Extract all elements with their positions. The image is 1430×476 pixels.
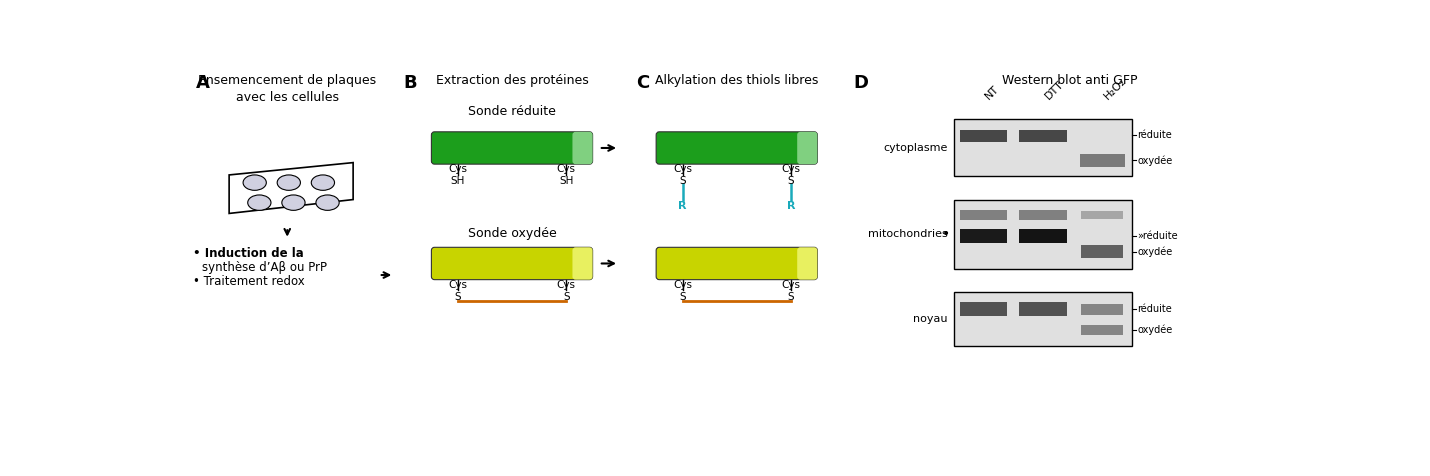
Polygon shape — [229, 163, 353, 213]
FancyBboxPatch shape — [797, 248, 818, 279]
FancyBboxPatch shape — [1081, 304, 1123, 315]
Text: Sonde réduite: Sonde réduite — [468, 105, 556, 118]
Text: S: S — [679, 177, 686, 187]
Text: Alkylation des thiols libres: Alkylation des thiols libres — [655, 74, 818, 87]
FancyBboxPatch shape — [960, 228, 1007, 243]
Text: Sonde oxydée: Sonde oxydée — [468, 227, 556, 239]
FancyBboxPatch shape — [656, 248, 818, 279]
Text: A: A — [196, 74, 210, 92]
Ellipse shape — [247, 195, 270, 210]
Text: R: R — [787, 201, 795, 211]
FancyBboxPatch shape — [572, 248, 592, 279]
FancyBboxPatch shape — [1020, 129, 1067, 142]
Text: • Traitement redox: • Traitement redox — [193, 275, 305, 288]
Text: synthèse d’Aβ ou PrP: synthèse d’Aβ ou PrP — [202, 261, 327, 274]
Text: S: S — [563, 292, 569, 302]
Text: B: B — [403, 74, 418, 92]
Text: Ensemencement de plaques: Ensemencement de plaques — [199, 74, 376, 87]
FancyBboxPatch shape — [960, 209, 1007, 220]
FancyBboxPatch shape — [1080, 154, 1124, 167]
Text: S: S — [788, 292, 794, 302]
FancyBboxPatch shape — [960, 302, 1007, 316]
Ellipse shape — [282, 195, 305, 210]
Text: Cys: Cys — [674, 279, 692, 290]
Text: S: S — [679, 292, 686, 302]
Text: oxydée: oxydée — [1137, 246, 1173, 257]
Text: Cys: Cys — [448, 279, 468, 290]
Text: cytoplasme: cytoplasme — [884, 143, 948, 153]
Text: Cys: Cys — [782, 279, 801, 290]
Text: • Induction de la: • Induction de la — [193, 248, 303, 260]
FancyBboxPatch shape — [960, 129, 1007, 142]
Text: réduite: réduite — [1137, 130, 1173, 140]
FancyBboxPatch shape — [432, 132, 592, 164]
Text: Cys: Cys — [448, 164, 468, 174]
Text: »réduite: »réduite — [1137, 230, 1178, 240]
FancyBboxPatch shape — [1081, 325, 1123, 335]
FancyBboxPatch shape — [1081, 211, 1123, 219]
Text: oxydée: oxydée — [1137, 325, 1173, 335]
Text: S: S — [788, 177, 794, 187]
Text: oxydée: oxydée — [1137, 155, 1173, 166]
Text: C: C — [636, 74, 649, 92]
FancyBboxPatch shape — [954, 119, 1133, 177]
Text: noyau: noyau — [912, 314, 948, 324]
Ellipse shape — [243, 175, 266, 190]
FancyBboxPatch shape — [1020, 209, 1067, 220]
Text: H₂O₂: H₂O₂ — [1103, 76, 1128, 102]
FancyBboxPatch shape — [954, 199, 1133, 269]
Text: SH: SH — [450, 177, 465, 187]
FancyBboxPatch shape — [1020, 302, 1067, 316]
FancyBboxPatch shape — [797, 132, 818, 164]
FancyBboxPatch shape — [954, 292, 1133, 346]
Ellipse shape — [277, 175, 300, 190]
Text: Cys: Cys — [556, 164, 576, 174]
Text: Cys: Cys — [674, 164, 692, 174]
Ellipse shape — [312, 175, 335, 190]
Text: DTT: DTT — [1042, 79, 1065, 102]
Text: mitochondries: mitochondries — [868, 229, 948, 239]
FancyBboxPatch shape — [1020, 228, 1067, 243]
Text: Cys: Cys — [782, 164, 801, 174]
Text: •: • — [941, 227, 950, 241]
Text: Extraction des protéines: Extraction des protéines — [436, 74, 588, 87]
Text: avec les cellules: avec les cellules — [236, 91, 339, 104]
Text: S: S — [455, 292, 460, 302]
Text: NT: NT — [984, 84, 1001, 102]
FancyBboxPatch shape — [572, 132, 592, 164]
Text: D: D — [854, 74, 868, 92]
Text: Cys: Cys — [556, 279, 576, 290]
Text: R: R — [678, 201, 686, 211]
Text: réduite: réduite — [1137, 304, 1173, 314]
FancyBboxPatch shape — [656, 132, 818, 164]
Text: SH: SH — [559, 177, 573, 187]
Text: Western blot anti GFP: Western blot anti GFP — [1002, 74, 1138, 87]
FancyBboxPatch shape — [432, 248, 592, 279]
FancyBboxPatch shape — [1081, 245, 1123, 258]
Ellipse shape — [316, 195, 339, 210]
